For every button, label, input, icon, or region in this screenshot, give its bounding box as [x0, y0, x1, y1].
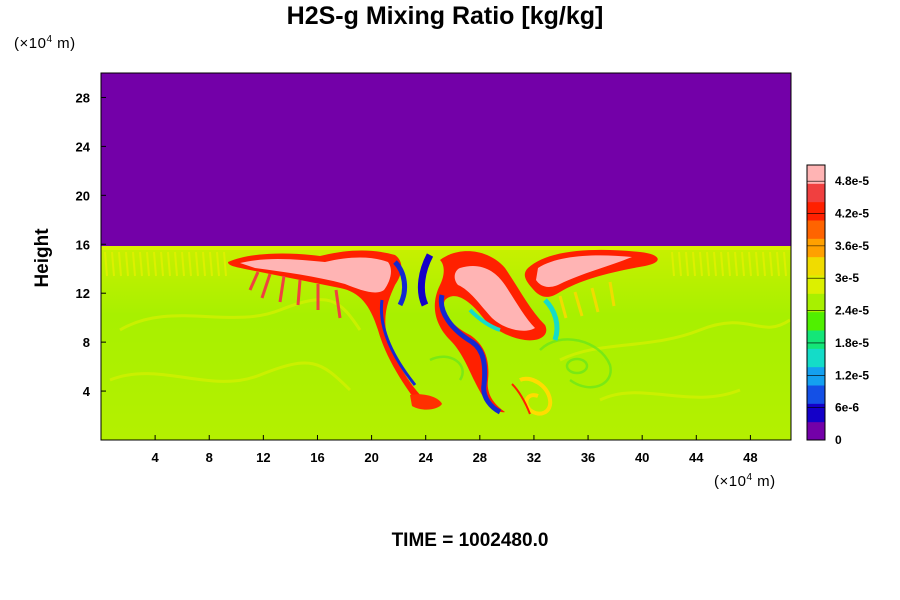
x-tick-label: 16 — [310, 450, 324, 465]
x-tick-label: 12 — [256, 450, 270, 465]
y-tick-label: 16 — [76, 237, 90, 252]
colorbar: 0 6e-6 1.2e-5 1.8e-5 2.4e-5 3e-5 3.6e-5 4.2e-5 4… — [806, 164, 869, 447]
central-plume — [417, 251, 547, 415]
wave-stripe — [216, 251, 220, 277]
wave-stripe — [748, 251, 752, 277]
y-tick-label: 4 — [83, 384, 91, 399]
y-tick-label: 8 — [83, 335, 90, 350]
x-tick-label: 40 — [635, 450, 649, 465]
colorbar-segment — [807, 385, 825, 404]
wave-stripe — [727, 251, 731, 277]
y-axis: 4 8 12 16 20 24 28 — [76, 90, 106, 399]
wave-stripe — [720, 251, 724, 277]
colorbar-segment — [807, 403, 825, 423]
colorbar-tick-label: 6e-6 — [835, 401, 859, 415]
upper-region — [101, 73, 791, 247]
wave-stripe — [153, 251, 157, 277]
y-tick-label: 24 — [76, 139, 91, 154]
x-tick-label: 20 — [364, 450, 378, 465]
wave-stripe — [741, 251, 745, 277]
wave-stripe — [111, 251, 115, 277]
wave-stripe — [762, 251, 766, 277]
colorbar-segment — [807, 348, 825, 368]
wave-stripe — [692, 251, 696, 277]
x-tick-label: 8 — [206, 450, 213, 465]
colorbar-segment — [807, 293, 825, 313]
y-axis-unit: (×104 m) — [14, 34, 76, 52]
interface-band — [101, 246, 791, 250]
colorbar-tick-label: 0 — [835, 433, 842, 447]
wave-stripe — [104, 251, 108, 277]
wave-stripe — [174, 251, 178, 277]
wave-stripe — [706, 251, 710, 277]
x-tick-label: 4 — [152, 450, 160, 465]
wave-stripe — [160, 251, 164, 277]
wave-stripe — [685, 251, 689, 277]
colorbar-tick-label: 2.4e-5 — [835, 304, 869, 318]
colorbar-segment — [807, 201, 825, 221]
y-tick-label: 12 — [76, 286, 90, 301]
x-axis: 4 8 12 16 20 24 28 32 36 40 44 48 — [152, 435, 758, 465]
wave-stripe — [195, 251, 199, 277]
wave-stripe — [118, 251, 122, 277]
wave-stripe — [783, 251, 787, 277]
wave-stripe — [671, 251, 675, 277]
colorbar-segment — [807, 256, 825, 276]
colorbar-segment — [807, 366, 825, 386]
wave-stripe — [776, 251, 780, 277]
x-tick-label: 36 — [581, 450, 595, 465]
wave-stripe — [699, 251, 703, 277]
colorbar-segment — [807, 330, 825, 349]
wave-stripe — [713, 251, 717, 277]
y-tick-label: 28 — [76, 90, 90, 105]
left-plume — [228, 250, 442, 410]
x-tick-label: 44 — [689, 450, 704, 465]
wave-stripe — [678, 251, 682, 277]
colorbar-tick-label: 4.8e-5 — [835, 174, 869, 188]
colorbar-tick-label: 1.8e-5 — [835, 336, 869, 350]
wave-stripe — [202, 251, 206, 277]
x-tick-label: 28 — [473, 450, 487, 465]
plot-frame — [100, 72, 792, 441]
wave-stripe — [734, 251, 738, 277]
ambient-eddies-green — [429, 338, 612, 389]
chart-title: H2S-g Mixing Ratio [kg/kg] — [286, 2, 604, 30]
colorbar-tick-label: 3e-5 — [835, 271, 859, 285]
time-label: TIME = 1002480.0 — [391, 530, 549, 551]
wave-stripe — [209, 251, 213, 277]
colorbar-segment — [807, 220, 825, 239]
wave-stripe — [223, 251, 227, 277]
colorbar-segment — [807, 183, 825, 203]
wave-striations — [104, 251, 787, 277]
colorbar-segment — [807, 421, 825, 441]
wave-stripe — [125, 251, 129, 277]
x-tick-label: 32 — [527, 450, 541, 465]
colorbar-tick-label: 1.2e-5 — [835, 368, 869, 382]
wave-stripe — [139, 251, 143, 277]
colorbar-tick-label: 3.6e-5 — [835, 239, 869, 253]
colorbar-segment — [807, 165, 825, 184]
colorbar-segment — [807, 275, 825, 294]
wave-stripe — [769, 251, 773, 277]
x-tick-label: 48 — [743, 450, 757, 465]
y-tick-label: 20 — [76, 188, 90, 203]
wave-stripe — [132, 251, 136, 277]
colorbar-segment — [807, 238, 825, 258]
colorbar-tick-label: 4.2e-5 — [835, 207, 869, 221]
colorbar-segment — [807, 311, 825, 331]
wave-stripe — [146, 251, 150, 277]
x-axis-unit: (×104 m) — [714, 472, 776, 490]
x-tick-label: 24 — [418, 450, 433, 465]
wave-stripe — [755, 251, 759, 277]
wave-stripe — [181, 251, 185, 277]
right-plume — [511, 249, 658, 416]
wave-stripe — [167, 251, 171, 277]
wave-stripe — [188, 251, 192, 277]
